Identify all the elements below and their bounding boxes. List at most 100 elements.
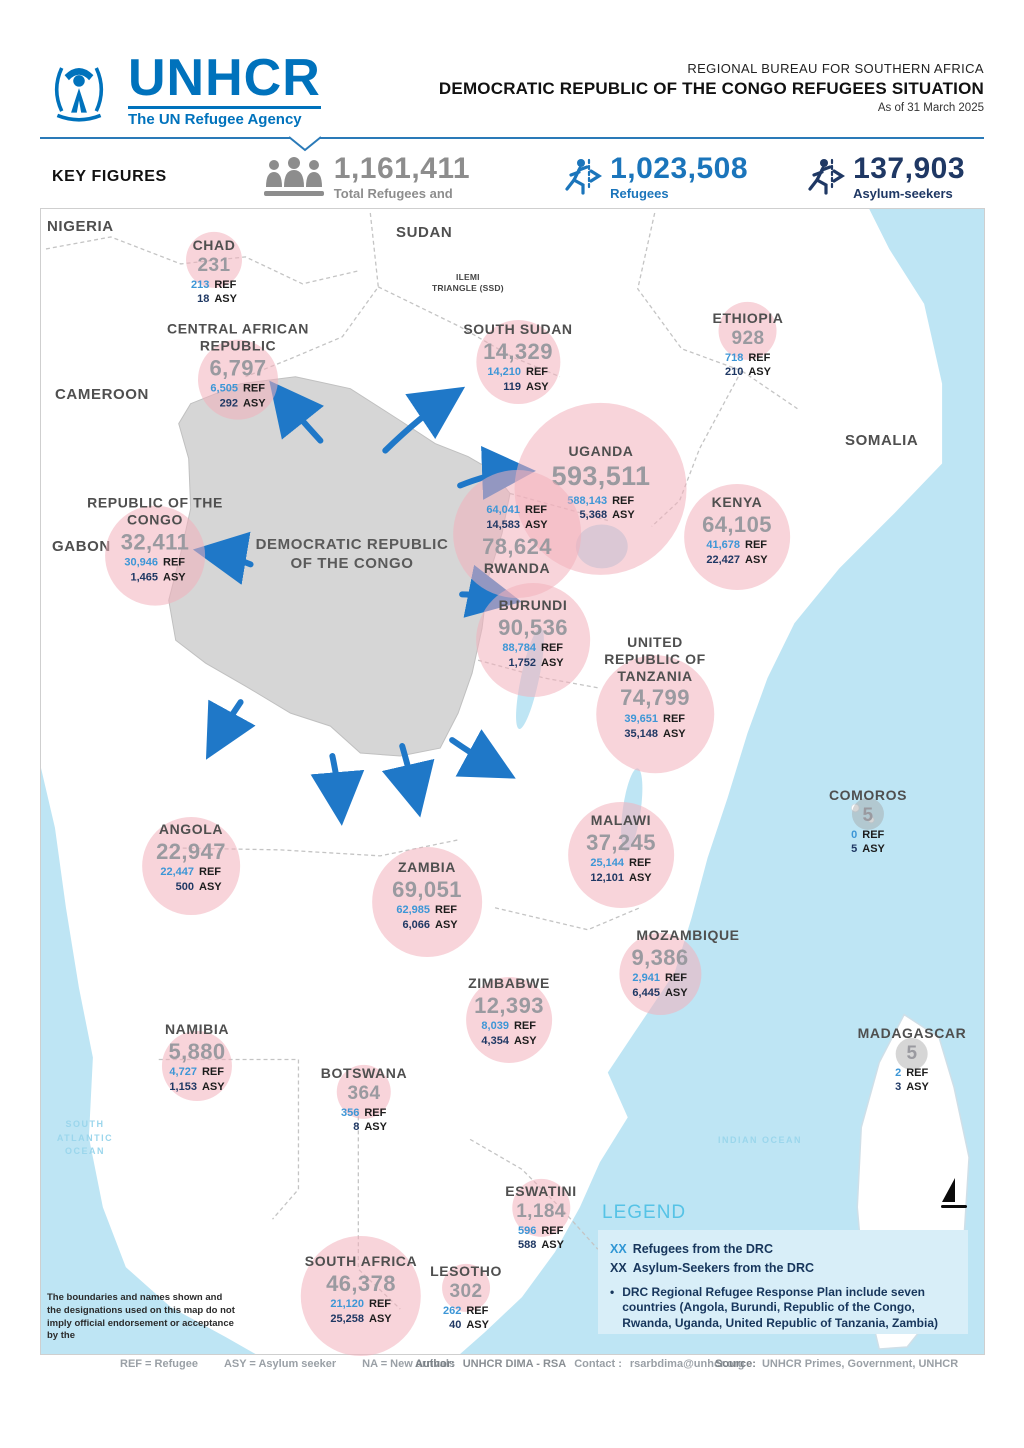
legend-ref-label: Refugees from the DRC xyxy=(632,1242,773,1256)
country-marker-ethiopia: ETHIOPIA 928 718 REF 210 ASY xyxy=(713,301,784,380)
abbr-ref: REF = Refugee xyxy=(120,1358,198,1370)
country-total: 90,536 xyxy=(498,614,568,640)
country-stats: 64,041 REF 14,583 ASY xyxy=(486,503,547,533)
bubble xyxy=(185,231,242,288)
country-name: BURUNDI xyxy=(498,597,568,614)
asy-value: 22,427 xyxy=(706,554,741,567)
source-value: UNHCR Primes, Government, UNHCR xyxy=(761,1358,959,1370)
bubble xyxy=(596,654,714,773)
asy-value: 4,354 xyxy=(481,1035,509,1048)
country-total: 69,051 xyxy=(392,876,462,902)
asy-label: ASY xyxy=(663,727,686,740)
country-marker-namibia: NAMIBIA 5,880 4,727 REF 1,153 ASY xyxy=(162,1021,232,1101)
asy-label: ASY xyxy=(364,1121,387,1134)
footer-author: Author: UNHCR DIMA - RSA Contact : rsarb… xyxy=(415,1358,745,1370)
bubble xyxy=(105,506,205,606)
country-stats: 262 REF 40 ASY xyxy=(443,1303,489,1333)
asy-label: ASY xyxy=(541,657,564,670)
country-total: 9,386 xyxy=(631,944,689,970)
bubble xyxy=(337,1064,391,1119)
bubble xyxy=(718,301,777,360)
country-marker-comoros: COMOROS 5 0 REF 5 ASY xyxy=(829,787,907,857)
country-marker-botswana: BOTSWANA 364 356 REF 8 ASY xyxy=(321,1065,407,1135)
footer: REF = Refugee ASY = Asylum seeker NA = N… xyxy=(0,1358,1024,1380)
legend-ref-symbol: XX xyxy=(610,1242,627,1256)
ref-value: 62,985 xyxy=(396,904,431,917)
title-block: REGIONAL BUREAU FOR SOUTHERN AFRICA DEMO… xyxy=(439,55,984,114)
ref-value: 41,678 xyxy=(706,539,741,552)
ref-label: REF xyxy=(663,713,686,726)
country-name: COMOROS xyxy=(828,786,908,803)
author-value: UNHCR DIMA - RSA xyxy=(462,1358,567,1370)
asy-label: ASY xyxy=(214,293,237,306)
asylum-value: 137,903 xyxy=(853,151,966,185)
country-marker-republic-of-the-congo: REPUBLIC OF THE CONGO 32,411 30,946 REF 1… xyxy=(87,495,223,606)
refugees-value: 1,023,508 xyxy=(610,151,749,185)
asy-label: ASY xyxy=(862,843,885,856)
legend: XX Refugees from the DRC XX Asylum-Seekers… xyxy=(598,1230,968,1334)
country-marker-central-african-republic: CENTRAL AFRICAN REPUBLIC 6,797 6,505 REF … xyxy=(167,321,309,420)
country-marker-kenya: KENYA 64,105 41,678 REF 22,427 ASY xyxy=(683,483,790,590)
asy-label: ASY xyxy=(612,509,635,522)
bubble xyxy=(442,1263,490,1312)
ref-label: REF xyxy=(513,1020,536,1033)
ref-value: 21,120 xyxy=(330,1298,365,1311)
bubble xyxy=(683,483,790,590)
indian-ocean-shape xyxy=(460,209,984,1354)
key-figures-label: KEY FIGURES xyxy=(52,168,167,185)
ref-value: 88,784 xyxy=(502,642,537,655)
country-marker-zambia: ZAMBIA 69,051 62,985 REF 6,066 ASY xyxy=(371,846,482,957)
asy-label: ASY xyxy=(199,881,222,894)
country-marker-eswatini: ESWATINI 1,184 596 REF 588 ASY xyxy=(505,1178,576,1253)
logo-text: UNHCR The UN Refugee Agency xyxy=(128,52,321,128)
country-total: 5 xyxy=(862,804,874,826)
country-total: 74,799 xyxy=(620,685,690,711)
country-total: 32,411 xyxy=(120,529,190,555)
ref-value: 718 xyxy=(725,351,744,364)
asy-value: 35,148 xyxy=(624,727,659,740)
asy-value: 6,066 xyxy=(402,919,431,932)
asy-label: ASY xyxy=(526,381,549,394)
asy-value: 5 xyxy=(851,843,858,856)
country-marker-malawi: MALAWI 37,245 25,144 REF 12,101 ASY xyxy=(567,801,674,908)
bubble xyxy=(300,1235,421,1356)
country-name: CHAD xyxy=(192,236,236,253)
source-label: Source: xyxy=(715,1358,756,1370)
ref-label: REF xyxy=(163,556,186,569)
ref-value: 30,946 xyxy=(124,556,159,569)
country-total: 302 xyxy=(449,1280,483,1302)
country-name: UGANDA xyxy=(568,442,634,459)
asy-value: 1,752 xyxy=(508,657,537,670)
legend-asy-label: Asylum-Seekers from the DRC xyxy=(632,1260,814,1275)
ref-value: 262 xyxy=(443,1304,462,1317)
country-name: ZIMBABWE xyxy=(468,975,550,992)
legend-heading: LEGEND xyxy=(602,1202,687,1223)
abbr-asy: ASY = Asylum seeker xyxy=(223,1358,337,1370)
ref-value: 14,210 xyxy=(487,366,522,379)
country-marker-mozambique: MOZAMBIQUE 9,386 2,941 REF 6,445 ASY xyxy=(580,927,739,1015)
country-stats: 588,143 REF 5,368 ASY xyxy=(567,493,634,523)
country-stats: 6,505 REF 292 ASY xyxy=(210,382,265,412)
asy-value: 12,101 xyxy=(590,872,625,885)
country-marker-tanzania: UNITED REPUBLIC OF TANZANIA 74,799 39,65… xyxy=(596,634,714,773)
country-stats: 88,784 REF 1,752 ASY xyxy=(502,641,563,671)
country-total: 231 xyxy=(197,254,231,276)
country-stats: 0 REF 5 ASY xyxy=(851,827,885,857)
bureau-name: REGIONAL BUREAU FOR SOUTHERN AFRICA xyxy=(687,61,984,76)
ref-value: 596 xyxy=(518,1224,537,1237)
country-total: 1,184 xyxy=(516,1200,566,1222)
asy-value: 6,445 xyxy=(632,987,660,1000)
bubble xyxy=(465,976,552,1063)
asy-label: ASY xyxy=(906,1081,929,1094)
ref-label: REF xyxy=(466,1304,489,1317)
map-disclaimer: The boundaries and names shown and the d… xyxy=(47,1292,235,1342)
country-stats: 30,946 REF 1,465 ASY xyxy=(124,556,185,586)
label-indian-ocean: INDIAN OCEAN xyxy=(717,1135,802,1145)
asy-label: ASY xyxy=(369,1313,392,1326)
label-cameroon: CAMEROON xyxy=(55,386,149,403)
country-total: 5,880 xyxy=(168,1038,226,1064)
asy-value: 3 xyxy=(895,1081,902,1094)
label-atlantic-ocean: SOUTH ATLANTIC OCEAN xyxy=(56,1119,114,1156)
country-stats: 41,678 REF 22,427 ASY xyxy=(706,538,767,568)
country-name: SOUTH AFRICA xyxy=(304,1253,418,1270)
